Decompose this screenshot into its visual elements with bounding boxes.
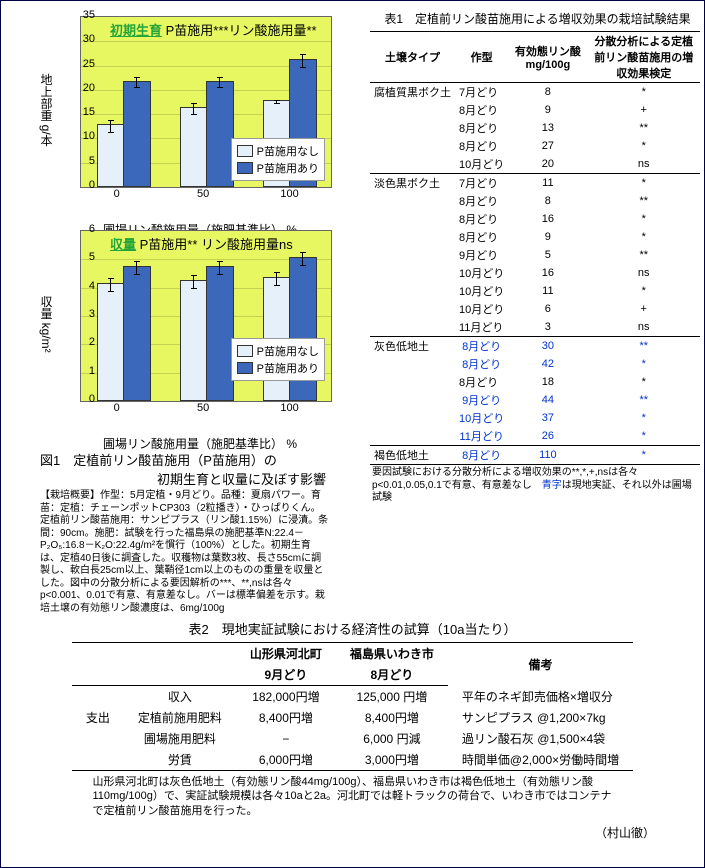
table2-sub1: 9月どり [236, 664, 336, 686]
y-tick: 1 [67, 365, 95, 377]
x-tick: 0 [114, 402, 120, 414]
figure1-caption: 図1 定植前リン酸苗施用（P苗施用）の 初期生育と収量に及ぼす影響 [40, 450, 370, 488]
table-row: 10月どり16ns [370, 264, 700, 282]
table-row: 9月どり5** [370, 246, 700, 264]
y-tick: 35 [67, 9, 95, 21]
table-row: 労賃6,000円増3,000円増時間単価@2,000×労働時間増 [72, 749, 633, 771]
table2-note: 山形県河北町は灰色低地土（有効態リン酸44mg/100g）、福島県いわき市は褐色… [93, 775, 613, 818]
y-tick: 5 [67, 155, 95, 167]
table-row: 褐色低地土8月どり110* [370, 446, 700, 465]
table1-head-saku: 作型 [455, 32, 508, 83]
table-row: 11月どり3ns [370, 318, 700, 337]
table-row: 10月どり6+ [370, 300, 700, 318]
table-row: 8月どり8** [370, 192, 700, 210]
chart-yield: 収量 kg/m² P苗施用なしP苗施用あり 圃場リン酸施用量（施肥基準比） % … [50, 220, 350, 428]
author: （村山徹） [0, 824, 655, 841]
table-row: 8月どり18* [370, 373, 700, 391]
y-tick: 5 [67, 251, 95, 263]
x-tick: 50 [197, 188, 209, 200]
y-tick: 20 [67, 82, 95, 94]
table-row: 10月どり37* [370, 409, 700, 427]
chart-bar [123, 266, 151, 401]
chart2-y-label: 収量 kg/m² [38, 295, 55, 352]
table-row: 淡色黒ボク土7月どり11* [370, 174, 700, 193]
y-tick: 0 [67, 393, 95, 405]
chart2-plot: P苗施用なしP苗施用あり [80, 230, 332, 402]
page: 地上部重 g/本 P苗施用なしP苗施用あり 圃場リン酸施用量（施肥基準比） % … [0, 0, 705, 841]
chart1-title: 初期生育 P苗施用***リン酸施用量** [110, 20, 317, 39]
table-row: 支出定植前施用肥料8,400円増8,400円増サンピプラス @1,200×7kg [72, 707, 633, 728]
left-column: 地上部重 g/本 P苗施用なしP苗施用あり 圃場リン酸施用量（施肥基準比） % … [0, 0, 370, 615]
table-row: 圃場施用肥料−6,000 円減過リン酸石灰 @1,500×4袋 [72, 728, 633, 749]
chart2-title: 収量 P苗施用** リン酸施用量ns [110, 234, 293, 253]
chart-bar [97, 283, 125, 401]
x-tick: 0 [114, 188, 120, 200]
table1: 土壌タイプ 作型 有効態リン酸 mg/100g 分散分析による定植前リン酸苗施用… [370, 31, 700, 465]
table-row: 8月どり13** [370, 119, 700, 137]
table-row: 10月どり20ns [370, 155, 700, 174]
table-row: 9月どり44** [370, 391, 700, 409]
table-row: 8月どり16* [370, 210, 700, 228]
table1-note: 要因試験における分散分析による増収効果の**,*,+,nsは各々p<0.01,0… [372, 467, 699, 505]
table2-title: 表2 現地実証試験における経済性の試算（10a当たり） [0, 619, 705, 638]
table2: 山形県河北町 福島県いわき市 備考 9月どり 8月どり 収入182,000円増1… [72, 642, 633, 771]
table1-head-p: 有効態リン酸 mg/100g [508, 32, 587, 83]
x-tick: 100 [280, 402, 298, 414]
table-row: 腐植質黒ボク土7月どり8* [370, 83, 700, 102]
table-row: 8月どり42* [370, 355, 700, 373]
table2-head-loc2: 福島県いわき市 [336, 643, 448, 665]
y-tick: 0 [67, 179, 95, 191]
chart1-y-label: 地上部重 g/本 [38, 73, 55, 146]
table2-head-loc1: 山形県河北町 [236, 643, 336, 665]
x-tick: 100 [280, 188, 298, 200]
table2-sub2: 8月どり [336, 664, 448, 686]
y-tick: 25 [67, 58, 95, 70]
chart-initial-growth: 地上部重 g/本 P苗施用なしP苗施用あり 圃場リン酸施用量（施肥基準比） % … [50, 6, 350, 214]
y-tick: 30 [67, 33, 95, 45]
right-column: 表1 定植前リン酸苗施用による増収効果の栽培試験結果 土壌タイプ 作型 有効態リ… [370, 0, 705, 615]
table2-section: 表2 現地実証試験における経済性の試算（10a当たり） 山形県河北町 福島県いわ… [0, 619, 705, 841]
table-row: 灰色低地土8月どり30** [370, 337, 700, 356]
chart-bar [123, 81, 151, 187]
y-tick: 4 [67, 280, 95, 292]
table-row: 11月どり26* [370, 427, 700, 446]
chart2-x-label: 圃場リン酸施用量（施肥基準比） % [50, 435, 350, 452]
chart-legend: P苗施用なしP苗施用あり [231, 138, 325, 181]
chart1-plot: P苗施用なしP苗施用あり [80, 16, 332, 188]
table1-head-sig: 分散分析による定植前リン酸苗施用の増収効果検定 [587, 32, 700, 83]
table1-head-soil: 土壌タイプ [370, 32, 455, 83]
table-row: 8月どり9* [370, 228, 700, 246]
table2-head-biko: 備考 [448, 643, 633, 686]
y-tick: 10 [67, 130, 95, 142]
y-tick: 15 [67, 106, 95, 118]
chart-bar [97, 124, 125, 187]
chart-bar [180, 280, 208, 401]
x-tick: 50 [197, 402, 209, 414]
y-tick: 2 [67, 336, 95, 348]
table1-title: 表1 定植前リン酸苗施用による増収効果の栽培試験結果 [370, 10, 705, 27]
chart-legend: P苗施用なしP苗施用あり [231, 338, 325, 381]
chart-bar [180, 107, 208, 187]
table-row: 10月どり11* [370, 282, 700, 300]
y-tick: 6 [67, 223, 95, 235]
y-tick: 3 [67, 308, 95, 320]
figure1-footnote: 【栽培概要】作型：5月定植・9月どり。品種：夏扇パワー。育苗：定植：チェーンポッ… [40, 490, 330, 615]
table-row: 収入182,000円増125,000 円増平年のネギ卸売価格×増収分 [72, 686, 633, 708]
table-row: 8月どり9+ [370, 101, 700, 119]
table-row: 8月どり27* [370, 137, 700, 155]
